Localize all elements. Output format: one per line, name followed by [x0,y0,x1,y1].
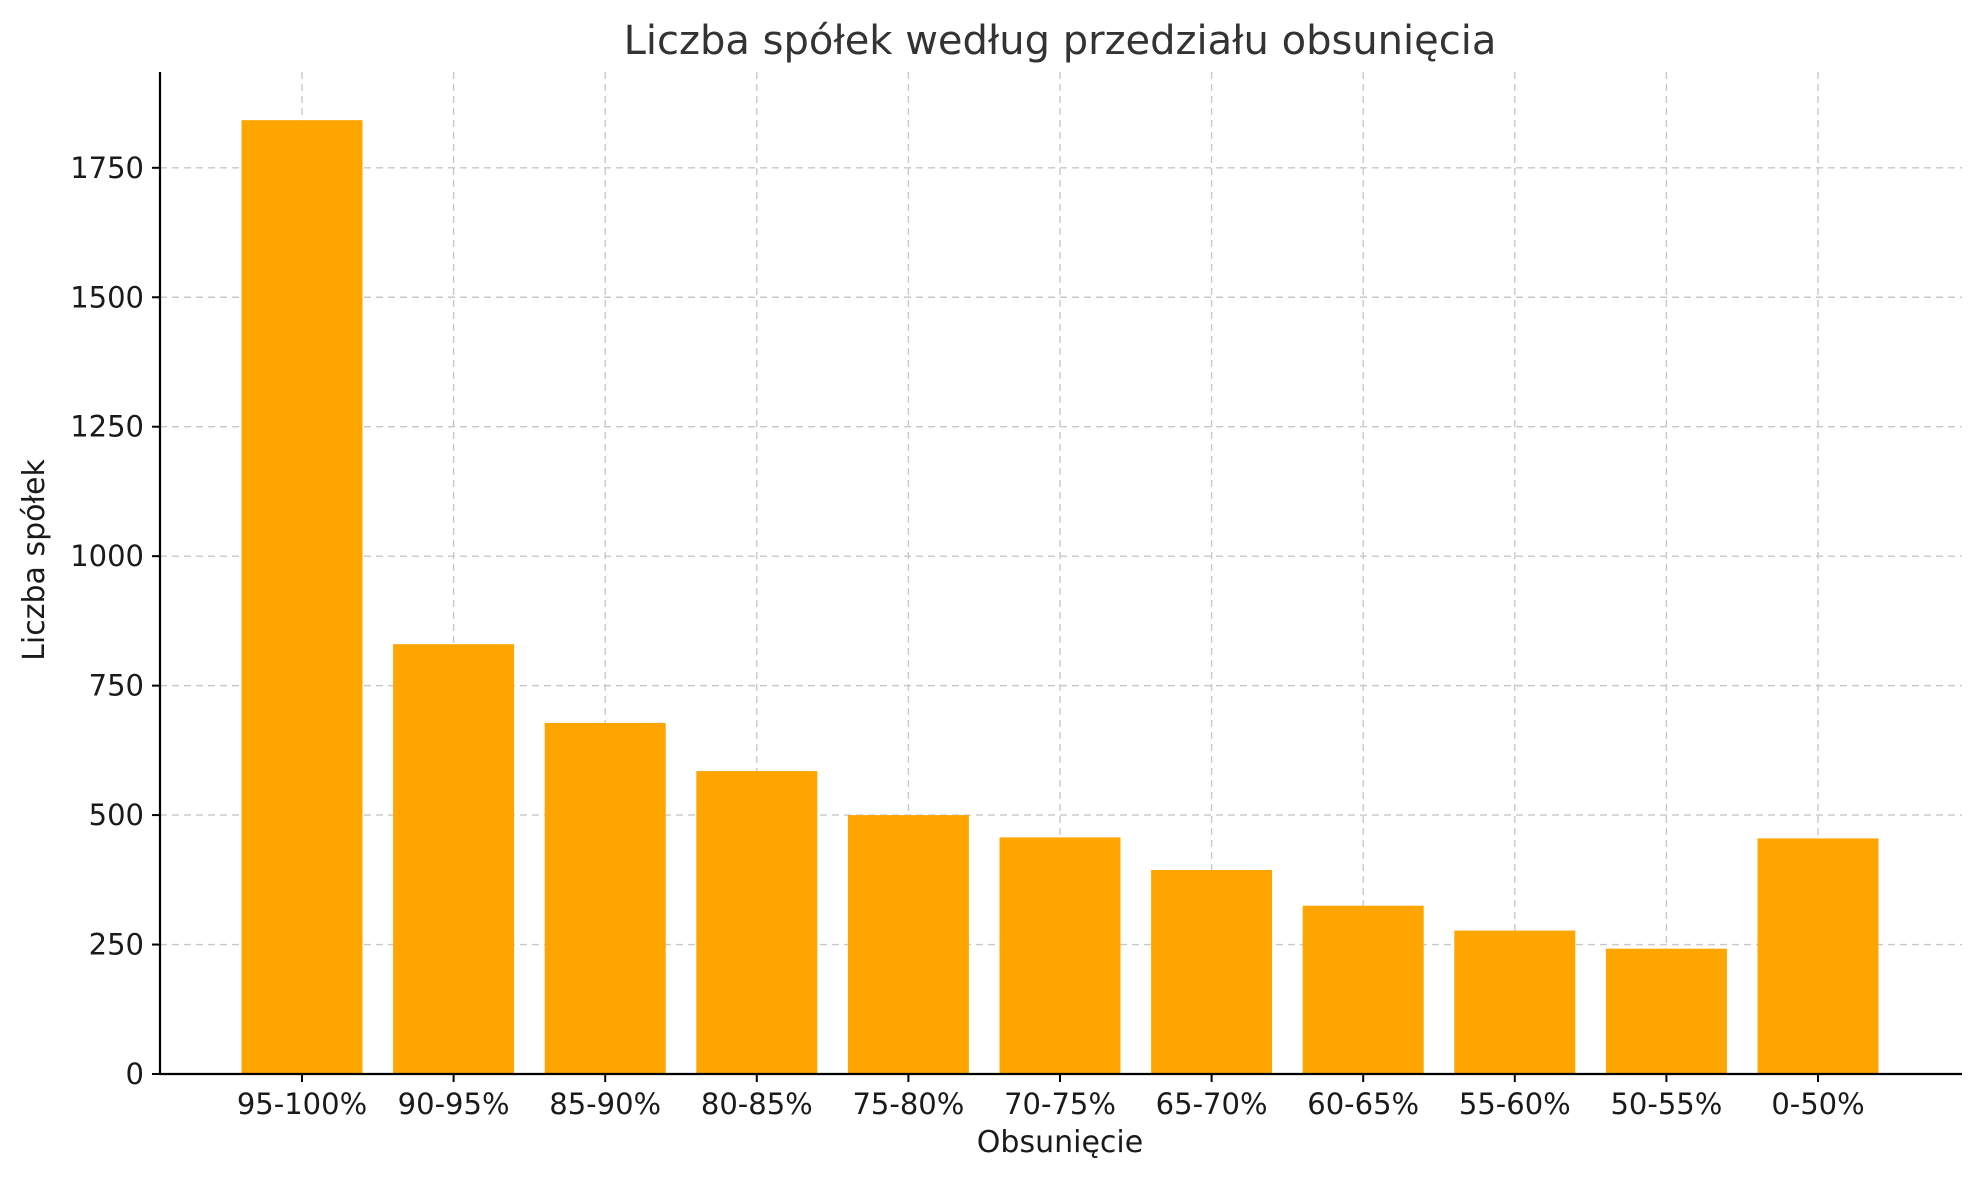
x-tick-label: 60-65% [1307,1087,1419,1121]
bar-90-95% [393,644,515,1074]
x-tick-label: 95-100% [237,1087,367,1121]
x-tick-label: 70-75% [1004,1087,1116,1121]
ticks: 0 250 500 750 1000 1250 1500 1750 95-100% 90-95% 8… [70,151,1865,1121]
x-axis-label: Obsunięcie [977,1125,1143,1160]
bar-50-55% [1605,948,1727,1074]
y-tick-label: 1500 [70,280,144,314]
bars [241,120,1879,1074]
bar-0-50% [1757,838,1879,1074]
y-tick-label: 1000 [70,539,144,573]
y-tick-label: 750 [89,669,144,703]
bar-55-60% [1454,930,1576,1074]
x-tick-label: 75-80% [852,1087,964,1121]
x-tick-label: 55-60% [1459,1087,1571,1121]
bar-65-70% [1151,869,1273,1074]
bar-75-80% [847,815,969,1074]
x-tick-label: 80-85% [701,1087,813,1121]
x-tick-label: 65-70% [1156,1087,1268,1121]
bar-80-85% [696,771,818,1074]
bar-95-100% [241,120,363,1074]
x-tick-label: 90-95% [398,1087,510,1121]
y-axis-label: Liczba spółek [17,459,52,661]
y-tick-label: 0 [126,1057,144,1091]
chart-title: Liczba spółek według przedziału obsunięc… [624,18,1497,64]
bar-85-90% [544,722,666,1074]
y-tick-label: 1750 [70,151,144,185]
x-tick-label: 50-55% [1610,1087,1722,1121]
x-tick-label: 0-50% [1771,1087,1864,1121]
y-tick-label: 250 [89,928,144,962]
bar-60-65% [1302,905,1424,1074]
x-tick-label: 85-90% [549,1087,661,1121]
bar-70-75% [999,837,1121,1074]
y-tick-label: 500 [89,798,144,832]
y-tick-label: 1250 [70,410,144,444]
